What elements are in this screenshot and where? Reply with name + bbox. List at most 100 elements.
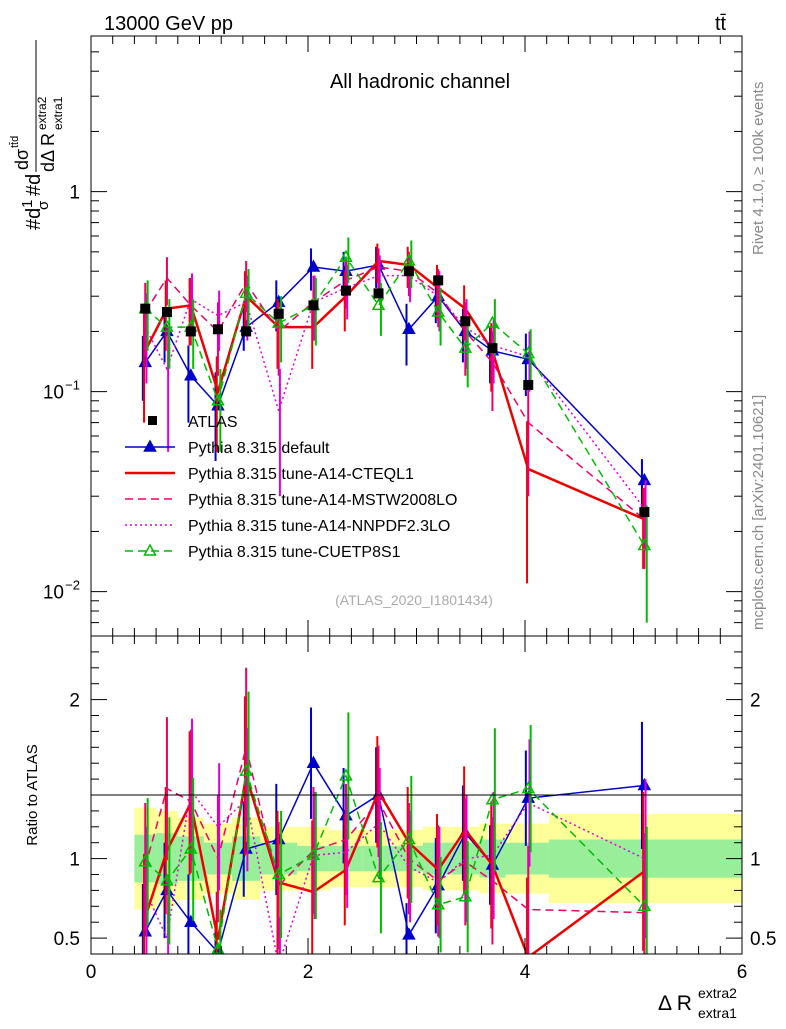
ylabel-num-sup: tt̄d <box>9 136 21 148</box>
ratio-y-tick-label-right: 2 <box>750 691 761 712</box>
series-marker <box>211 393 225 406</box>
series-marker <box>239 285 253 299</box>
series-line <box>144 266 645 520</box>
ratio-marker <box>402 927 416 940</box>
ratio-y-tick-label: 2 <box>69 691 80 712</box>
ratio-marker <box>160 873 174 886</box>
ratio-marker <box>458 889 473 902</box>
series-marker <box>521 346 536 359</box>
data-point <box>185 326 196 337</box>
data-point <box>433 275 444 286</box>
ratio-plot-panel: 0.5 0.5 1 1 2 2 0 2 4 6 <box>54 635 776 983</box>
main-y-tick-exp: −1 <box>65 378 80 393</box>
ylabel-den-sub: extra1 <box>51 96 65 130</box>
ratio-series-3 <box>144 718 647 954</box>
data-point <box>241 326 252 337</box>
main-plot-panel: 110−110−2 All hadronic channel (ATLAS_20… <box>43 35 743 637</box>
series-marker <box>306 259 321 272</box>
ratio-band-inner <box>505 842 549 875</box>
ylabel-d1: #d <box>23 208 45 230</box>
series-marker <box>637 537 652 551</box>
legend-label: Pythia 8.315 tune-A14-CTEQL1 <box>188 466 414 483</box>
ratio-y-tick-label: 1 <box>69 850 80 871</box>
main-y-tick-label: 1 <box>69 183 80 204</box>
legend-label: Pythia 8.315 tune-CUETP8S1 <box>188 544 401 561</box>
legend-marker <box>143 439 157 452</box>
series-marker <box>458 340 473 353</box>
energy-label: 13000 GeV pp <box>104 13 233 35</box>
x-axis-label: Δ R extra2 extra1 <box>658 985 737 1021</box>
legend-entry-2: Pythia 8.315 tune-A14-MSTW2008LO <box>125 492 457 509</box>
legend: ATLAS Pythia 8.315 default Pythia 8.315 tu… <box>125 414 457 561</box>
ratio-line <box>144 788 645 954</box>
x-tick-label: 2 <box>303 962 314 983</box>
x-tick-label: 0 <box>86 962 97 983</box>
x-tick-label: 4 <box>520 962 531 983</box>
data-point <box>140 303 151 314</box>
ratio-marker <box>371 870 386 883</box>
data-point <box>273 308 284 319</box>
legend-label: ATLAS <box>188 414 238 431</box>
main-y-tick-exp: −2 <box>65 578 80 593</box>
ratio-marker <box>431 897 445 910</box>
series-marker <box>339 249 353 262</box>
series-marker <box>371 297 386 311</box>
legend-label: Pythia 8.315 tune-A14-MSTW2008LO <box>188 492 457 509</box>
series-marker <box>485 315 500 328</box>
data-point <box>639 507 650 518</box>
ratio-line <box>144 770 645 950</box>
series-marker <box>184 368 198 381</box>
series-marker <box>637 472 652 486</box>
ratio-marker <box>485 792 500 805</box>
data-points <box>140 266 650 518</box>
ylabel-frac-den: σ <box>35 200 52 210</box>
ylabel-d2: #d <box>23 174 45 196</box>
ratio-y-tick-label: 0.5 <box>54 929 80 950</box>
legend-marker <box>143 543 157 556</box>
x-tick-label: 6 <box>737 962 748 983</box>
legend-entry-3: Pythia 8.315 tune-A14-NNPDF2.3LO <box>125 518 450 535</box>
data-point <box>523 379 534 390</box>
ratio-y-label: Ratio to ATLAS <box>24 744 41 845</box>
ylabel-den-sup: extra2 <box>35 96 49 130</box>
ratio-marker <box>306 755 321 768</box>
data-point <box>161 307 172 318</box>
series-4 <box>138 237 652 623</box>
legend-entry-1: Pythia 8.315 tune-A14-CTEQL1 <box>125 466 414 483</box>
ratio-marker <box>637 777 652 791</box>
xlabel-sup: extra2 <box>698 985 737 1001</box>
ratio-marker <box>184 914 198 927</box>
main-y-axis-label: #d 1 σ #d dσ tt̄d dΔ R extra1 extra2 <box>9 40 65 230</box>
site-label: mcplots.cern.ch [arXiv:2401.10621] <box>750 395 767 630</box>
xlabel-sub: extra1 <box>698 1005 737 1021</box>
xlabel-main: Δ R <box>658 992 692 1015</box>
legend-label: Pythia 8.315 tune-A14-NNPDF2.3LO <box>188 518 450 535</box>
main-y-tick-label: 10 <box>43 383 64 404</box>
series-marker <box>431 304 445 317</box>
ylabel-den: dΔ R <box>38 133 58 172</box>
ratio-line <box>144 747 645 914</box>
data-point <box>373 288 384 299</box>
ratio-marker <box>306 847 321 861</box>
series-marker <box>160 319 174 332</box>
legend-entry-0: Pythia 8.315 default <box>125 439 330 457</box>
series-line <box>144 255 645 546</box>
data-point <box>460 316 471 327</box>
ratio-series-2 <box>144 667 646 954</box>
ratio-marker <box>339 768 353 781</box>
data-point <box>212 324 223 335</box>
ratio-marker <box>271 866 286 880</box>
data-point <box>487 343 498 354</box>
series-marker <box>271 315 286 328</box>
data-point <box>340 285 351 296</box>
main-y-tick-label: 10 <box>43 583 64 604</box>
legend-label: Pythia 8.315 default <box>188 440 330 457</box>
ratio-series-4 <box>138 691 652 954</box>
process-label: tt̄ <box>715 13 727 35</box>
ratio-marker <box>211 941 225 954</box>
series-marker <box>402 253 416 266</box>
legend-entry-4: Pythia 8.315 tune-CUETP8S1 <box>125 543 401 561</box>
analysis-id: (ATLAS_2020_I1801434) <box>335 592 493 608</box>
ratio-marker <box>521 781 536 794</box>
ratio-marker <box>402 831 416 845</box>
